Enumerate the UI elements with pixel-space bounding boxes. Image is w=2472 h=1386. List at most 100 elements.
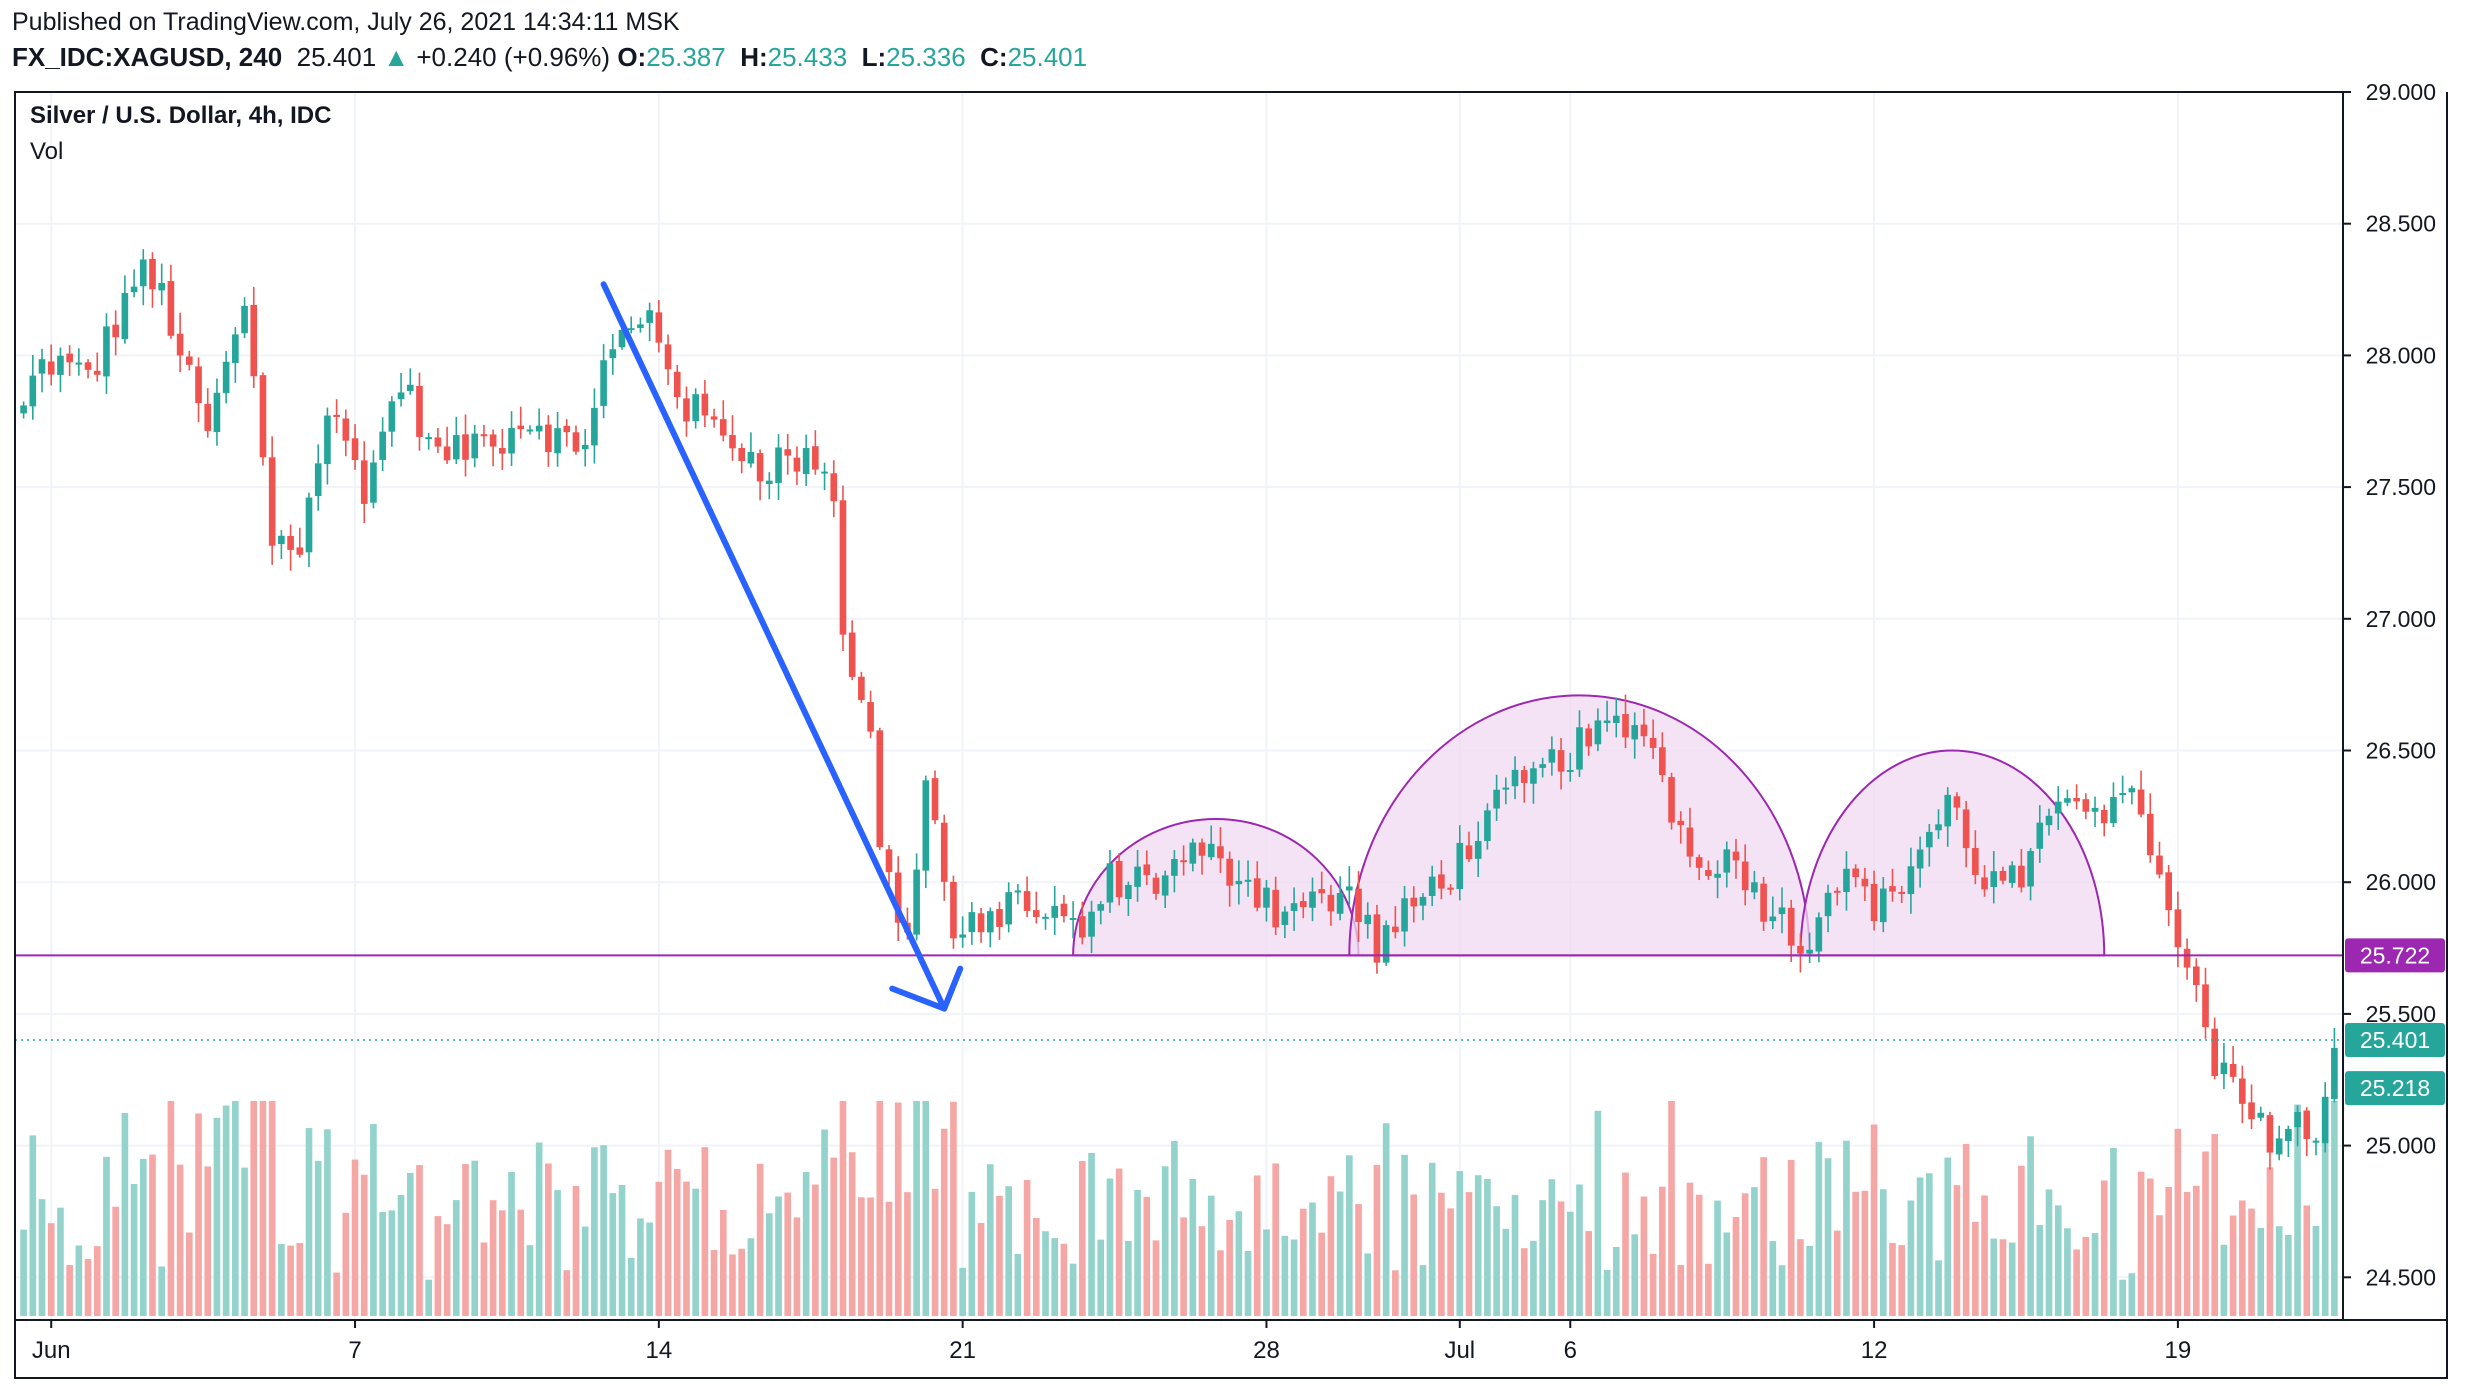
candle-body — [204, 403, 212, 431]
volume-bar — [471, 1160, 479, 1316]
volume-bar — [1806, 1245, 1813, 1316]
candle-body — [922, 780, 930, 871]
candle-body — [2202, 984, 2209, 1028]
candle-body — [581, 444, 589, 450]
volume-bar — [195, 1113, 202, 1316]
volume-bar — [563, 1270, 571, 1316]
volume-bar — [1088, 1152, 1095, 1316]
pane-frame — [14, 91, 2448, 1379]
symbol-name: FX_IDC:XAGUSD, 240 — [12, 42, 283, 72]
volume-bar — [443, 1224, 451, 1316]
candle-body — [1217, 846, 1224, 859]
volume-bar — [1198, 1226, 1206, 1316]
volume-bar — [950, 1101, 957, 1316]
candle-body — [563, 425, 571, 433]
volume-bar — [535, 1142, 543, 1316]
volume-bar — [1870, 1124, 1878, 1316]
candle-body — [66, 353, 73, 363]
volume-bar — [1769, 1241, 1777, 1316]
candle-body — [1530, 768, 1537, 784]
volume-bar — [84, 1259, 92, 1316]
volume-bar — [489, 1200, 497, 1316]
volume-bar — [1916, 1177, 1924, 1316]
volume-bar — [913, 1101, 920, 1316]
volume-bar — [1668, 1101, 1675, 1316]
candle-body — [2100, 809, 2108, 824]
grid-lines — [15, 91, 2343, 1320]
volume-bar — [766, 1213, 773, 1316]
candle-body — [1318, 889, 1326, 894]
time-tick-label: 7 — [348, 1337, 361, 1364]
volume-bar — [1677, 1265, 1685, 1316]
volume-bar — [1456, 1171, 1464, 1316]
candle-body — [729, 435, 736, 449]
candle-body — [719, 419, 727, 436]
candle-body — [1585, 728, 1592, 747]
volume-bar — [1373, 1164, 1381, 1316]
volume-bar — [1548, 1179, 1556, 1316]
candle-body — [848, 632, 856, 677]
volume-bar — [1318, 1232, 1326, 1316]
volume-bar — [1106, 1178, 1114, 1316]
volume-bar — [1060, 1243, 1068, 1316]
volume-bar — [1852, 1191, 1859, 1316]
candle-body — [683, 398, 690, 422]
candle-body — [2045, 815, 2053, 826]
volume-bar — [1520, 1248, 1528, 1316]
volume-bar — [1244, 1251, 1252, 1316]
volume-bar — [2008, 1242, 2016, 1316]
volume-bar — [591, 1147, 598, 1316]
price-change: +0.240 (+0.96%) — [416, 42, 611, 72]
candle-body — [425, 437, 432, 440]
volume-bar — [959, 1267, 966, 1316]
candle-body — [314, 463, 322, 497]
candle-body — [471, 433, 479, 459]
volume-bar — [2165, 1186, 2172, 1316]
candle-body — [1898, 891, 1906, 894]
volume-bar — [1815, 1141, 1823, 1316]
volume-bar — [38, 1199, 46, 1316]
high-label: H: — [740, 42, 768, 72]
volume-bar — [2294, 1104, 2301, 1316]
price-label-text: 25.401 — [2360, 1027, 2430, 1053]
candle-body — [443, 446, 451, 461]
candle-body — [370, 462, 377, 503]
candle-body — [2239, 1078, 2246, 1104]
volume-bar — [637, 1218, 644, 1316]
volume-bar — [1419, 1265, 1427, 1316]
candle-body — [434, 437, 442, 447]
volume-bar — [1226, 1219, 1233, 1316]
candle-body — [1907, 866, 1915, 895]
volume-bar — [1879, 1189, 1887, 1316]
candle-body — [416, 385, 423, 437]
price-tick-label: 26.000 — [2366, 869, 2436, 895]
volume-bar — [996, 1195, 1003, 1316]
candle-body — [591, 407, 598, 446]
candle-body — [1382, 925, 1390, 963]
chart-title: Silver / U.S. Dollar, 4h, IDC — [30, 102, 332, 129]
volume-bar — [2303, 1205, 2311, 1316]
volume-bar — [351, 1159, 359, 1316]
candle-body — [1106, 863, 1114, 903]
candle-body — [1051, 905, 1059, 918]
candle-body — [480, 434, 488, 437]
volume-bar — [1898, 1245, 1906, 1316]
volume-bar — [968, 1191, 976, 1316]
volume-bar — [600, 1145, 607, 1316]
candle-body — [673, 371, 681, 398]
volume-bar — [259, 1101, 267, 1316]
candle-body — [452, 435, 460, 460]
volume-bar — [158, 1266, 166, 1316]
candle-body — [29, 375, 37, 407]
candle-body — [2073, 797, 2080, 802]
candle-body — [2146, 813, 2154, 856]
volume-bar — [2082, 1236, 2090, 1316]
candle-body — [572, 432, 580, 452]
candle-body — [2018, 865, 2025, 888]
volume-bar — [1594, 1110, 1602, 1316]
volume-bar — [1392, 1270, 1399, 1316]
volume-bar — [1005, 1186, 1012, 1316]
candle-body — [554, 428, 561, 454]
price-tick-label: 27.000 — [2366, 606, 2436, 632]
candle-body — [1079, 916, 1086, 938]
